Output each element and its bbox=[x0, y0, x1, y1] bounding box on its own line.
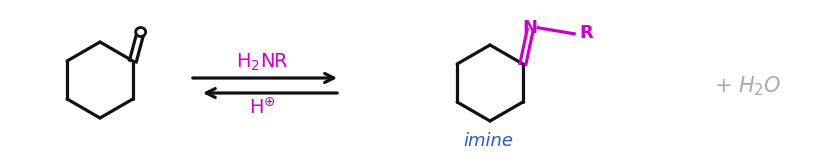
Text: $\mathregular{H_2NR}$: $\mathregular{H_2NR}$ bbox=[236, 52, 288, 73]
Ellipse shape bbox=[135, 28, 145, 36]
Text: R: R bbox=[579, 24, 593, 42]
Text: $\mathregular{H}^{\oplus}$: $\mathregular{H}^{\oplus}$ bbox=[249, 97, 276, 118]
Text: imine: imine bbox=[462, 132, 512, 150]
Text: N: N bbox=[522, 19, 537, 37]
Text: $+\ H_2O$: $+\ H_2O$ bbox=[713, 74, 781, 98]
